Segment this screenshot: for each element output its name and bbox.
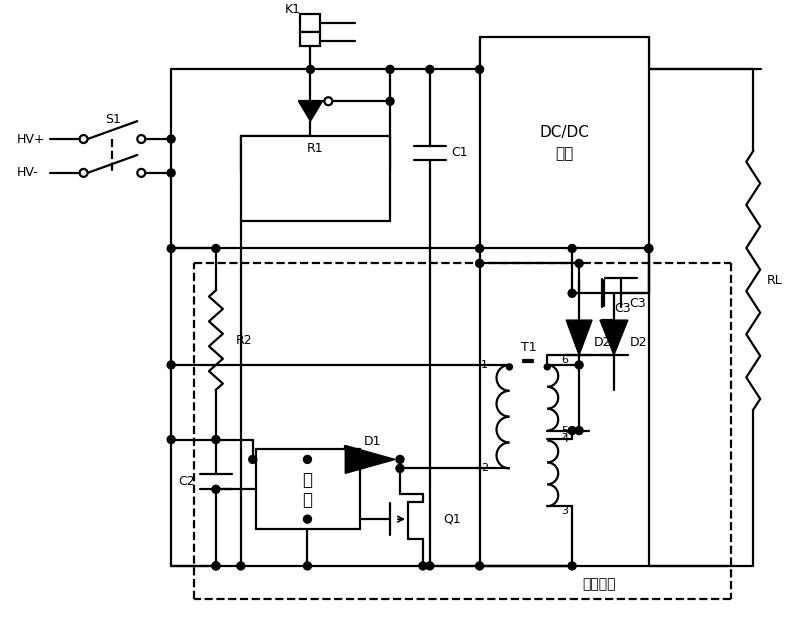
Circle shape xyxy=(544,364,550,370)
Bar xyxy=(301,14,320,31)
Circle shape xyxy=(212,244,220,252)
Circle shape xyxy=(396,455,404,463)
Circle shape xyxy=(575,259,583,268)
Text: 辅助电源: 辅助电源 xyxy=(582,577,616,591)
Text: R2: R2 xyxy=(236,333,253,347)
Text: D2: D2 xyxy=(594,335,611,349)
Text: D1: D1 xyxy=(363,435,381,448)
Bar xyxy=(480,36,649,249)
Circle shape xyxy=(306,65,314,73)
Circle shape xyxy=(396,465,404,472)
Circle shape xyxy=(645,244,653,252)
Text: K1: K1 xyxy=(285,3,301,16)
Circle shape xyxy=(212,485,220,493)
Bar xyxy=(241,136,390,220)
Text: R1: R1 xyxy=(307,143,324,156)
Circle shape xyxy=(386,97,394,106)
Circle shape xyxy=(575,426,583,435)
Circle shape xyxy=(212,436,220,443)
Text: D2: D2 xyxy=(630,335,647,349)
Polygon shape xyxy=(298,101,322,121)
Circle shape xyxy=(79,135,87,143)
Text: 6: 6 xyxy=(562,355,569,365)
Circle shape xyxy=(568,426,576,435)
Circle shape xyxy=(212,562,220,570)
Text: 3: 3 xyxy=(562,506,569,516)
Circle shape xyxy=(568,290,576,297)
Circle shape xyxy=(167,169,175,177)
Text: HV-: HV- xyxy=(17,166,38,180)
Text: T1: T1 xyxy=(521,340,536,354)
Text: 4: 4 xyxy=(562,433,569,443)
Text: HV+: HV+ xyxy=(17,133,46,146)
Polygon shape xyxy=(346,445,395,474)
Text: 5: 5 xyxy=(562,426,569,436)
Polygon shape xyxy=(600,320,628,355)
Bar xyxy=(301,31,320,45)
Text: RL: RL xyxy=(767,274,783,287)
Circle shape xyxy=(476,65,483,73)
Text: DC/DC: DC/DC xyxy=(539,124,589,139)
Circle shape xyxy=(138,169,146,177)
Circle shape xyxy=(476,259,483,268)
Circle shape xyxy=(167,436,175,443)
Circle shape xyxy=(426,562,434,570)
Circle shape xyxy=(645,244,653,252)
Text: C3: C3 xyxy=(629,296,646,310)
Circle shape xyxy=(303,455,311,463)
Circle shape xyxy=(419,562,427,570)
Text: 1: 1 xyxy=(481,360,488,370)
Text: 控: 控 xyxy=(302,472,313,489)
Circle shape xyxy=(575,361,583,369)
Circle shape xyxy=(138,135,146,143)
Circle shape xyxy=(426,65,434,73)
Text: C1: C1 xyxy=(452,146,468,160)
Text: S1: S1 xyxy=(106,112,122,126)
Circle shape xyxy=(324,97,332,106)
Text: C3: C3 xyxy=(614,301,630,315)
Circle shape xyxy=(303,562,311,570)
Circle shape xyxy=(167,135,175,143)
Circle shape xyxy=(568,244,576,252)
Circle shape xyxy=(167,361,175,369)
Circle shape xyxy=(568,562,576,570)
Circle shape xyxy=(249,455,257,463)
Bar xyxy=(256,450,360,529)
Circle shape xyxy=(303,515,311,523)
Polygon shape xyxy=(566,320,592,355)
Circle shape xyxy=(79,169,87,177)
Circle shape xyxy=(386,65,394,73)
Text: 转换: 转换 xyxy=(555,146,574,161)
Circle shape xyxy=(237,562,245,570)
Circle shape xyxy=(212,562,220,570)
Text: 制: 制 xyxy=(302,491,313,509)
Circle shape xyxy=(476,562,483,570)
Circle shape xyxy=(506,364,513,370)
Circle shape xyxy=(476,244,483,252)
Text: Q1: Q1 xyxy=(442,512,461,526)
Text: C2: C2 xyxy=(178,475,194,488)
Circle shape xyxy=(167,244,175,252)
Text: 2: 2 xyxy=(481,463,488,474)
